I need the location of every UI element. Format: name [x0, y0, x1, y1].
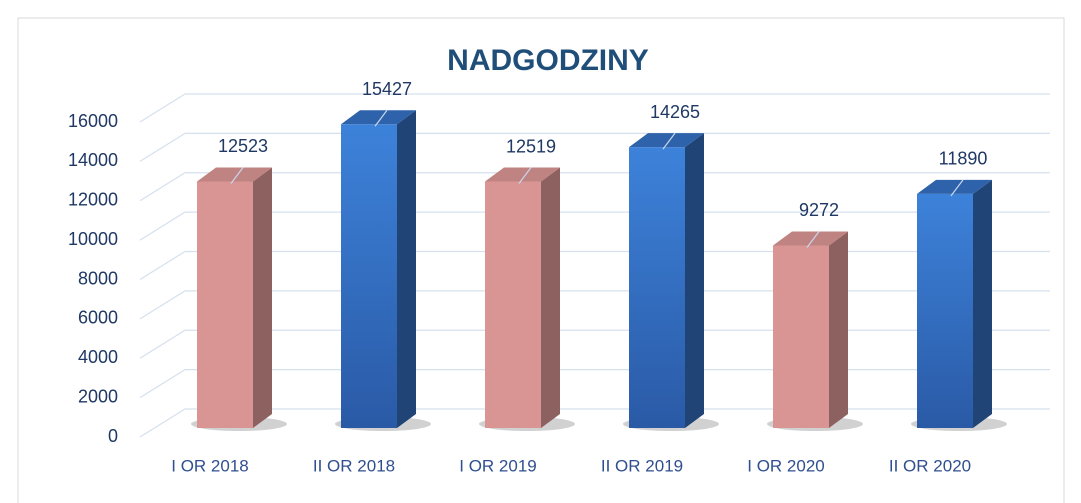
- bar: [197, 167, 272, 428]
- bar-side: [829, 231, 848, 428]
- value-label: 14265: [650, 102, 700, 122]
- x-tick-label: II OR 2020: [889, 456, 971, 475]
- bar-side: [253, 167, 272, 428]
- bar: [629, 133, 704, 428]
- grid-line: [139, 369, 1050, 399]
- bar: [773, 231, 848, 428]
- bar-front: [629, 147, 685, 428]
- grid-line: [139, 329, 1050, 359]
- label-leader: [806, 231, 820, 248]
- grid-line: [139, 93, 1050, 123]
- bar-side: [973, 179, 992, 428]
- bar-front: [485, 181, 541, 428]
- chart-title: NADGODZINY: [447, 44, 649, 77]
- bar-top: [773, 231, 848, 246]
- bar-top: [629, 133, 704, 148]
- bar: [917, 179, 992, 428]
- bar-top: [197, 167, 272, 182]
- y-tick-label: 0: [108, 426, 118, 446]
- bar-front: [773, 245, 829, 428]
- value-label: 12523: [218, 136, 268, 156]
- y-tick-label: 6000: [78, 308, 118, 328]
- bar-front: [341, 124, 397, 428]
- bar: [485, 167, 560, 429]
- y-tick-label: 4000: [78, 347, 118, 367]
- y-tick-label: 2000: [78, 386, 118, 406]
- value-label: 11890: [939, 149, 988, 169]
- grid-line: [139, 408, 1050, 438]
- y-tick-label: 8000: [78, 268, 118, 288]
- value-label: 12519: [506, 136, 556, 156]
- grid-line: [139, 172, 1050, 202]
- y-tick-label: 16000: [68, 111, 118, 131]
- x-tick-label: I OR 2019: [459, 456, 537, 475]
- value-label: 9272: [799, 200, 839, 220]
- x-tick-label: I OR 2020: [747, 456, 825, 475]
- bar-front: [197, 181, 253, 428]
- x-tick-label: II OR 2018: [313, 456, 395, 475]
- bar-top: [341, 110, 416, 125]
- bar-front: [917, 193, 973, 428]
- label-leader: [230, 167, 244, 184]
- bar: [341, 110, 416, 428]
- y-tick-label: 10000: [68, 229, 118, 249]
- grid-line: [139, 211, 1050, 241]
- grid-line: [139, 132, 1050, 162]
- label-leader: [662, 132, 676, 150]
- bar-side: [541, 167, 560, 429]
- bar-top: [917, 179, 992, 194]
- label-leader: [374, 109, 388, 127]
- grid-line: [139, 290, 1050, 320]
- bar-side: [397, 110, 416, 428]
- x-tick-label: II OR 2019: [601, 456, 683, 475]
- y-tick-label: 12000: [68, 190, 118, 210]
- label-leader: [518, 167, 532, 184]
- x-tick-label: I OR 2018: [171, 456, 249, 475]
- bar-side: [685, 133, 704, 428]
- y-tick-label: 14000: [68, 150, 118, 170]
- chart-border: [17, 17, 1065, 503]
- label-leader: [950, 179, 964, 197]
- grid-line: [139, 250, 1050, 281]
- value-label: 15427: [362, 79, 412, 99]
- bar-top: [485, 167, 560, 182]
